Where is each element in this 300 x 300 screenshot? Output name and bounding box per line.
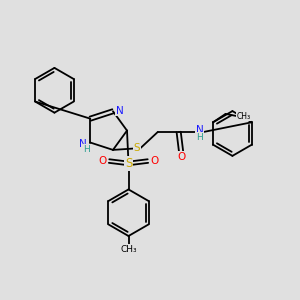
Text: N: N <box>79 139 87 149</box>
Text: S: S <box>134 143 140 153</box>
Text: N: N <box>196 125 203 136</box>
Text: O: O <box>178 152 186 162</box>
Text: CH₃: CH₃ <box>236 112 250 121</box>
Text: O: O <box>150 156 159 166</box>
Text: CH₃: CH₃ <box>120 245 137 254</box>
Text: O: O <box>98 156 106 166</box>
Text: S: S <box>125 157 132 170</box>
Text: H: H <box>196 133 203 142</box>
Text: H: H <box>83 145 90 154</box>
Text: N: N <box>116 106 123 116</box>
